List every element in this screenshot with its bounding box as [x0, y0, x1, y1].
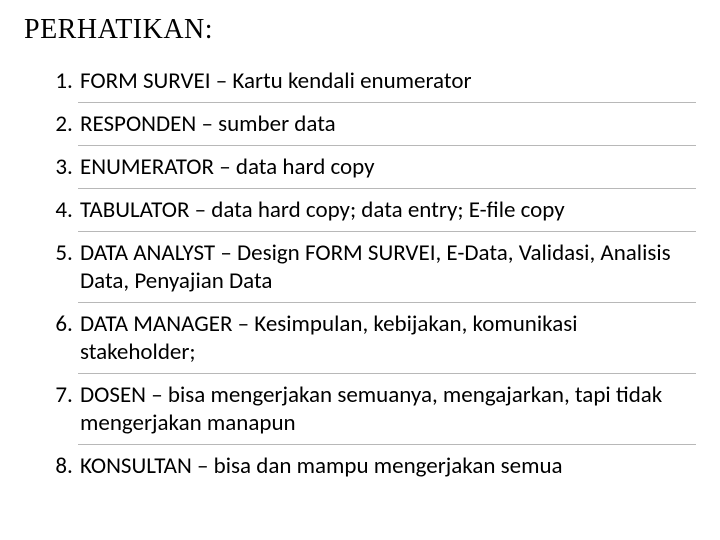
list-item: ENUMERATOR – data hard copy [78, 146, 696, 189]
slide-title: PERHATIKAN: [24, 14, 696, 46]
list-item: DOSEN – bisa mengerjakan semuanya, menga… [78, 374, 696, 445]
numbered-list: FORM SURVEI – Kartu kendali enumerator R… [24, 60, 696, 488]
list-item: KONSULTAN – bisa dan mampu mengerjakan s… [78, 445, 696, 487]
slide-container: PERHATIKAN: FORM SURVEI – Kartu kendali … [0, 0, 720, 540]
list-item: DATA MANAGER – Kesimpulan, kebijakan, ko… [78, 303, 696, 374]
list-item: TABULATOR – data hard copy; data entry; … [78, 189, 696, 232]
list-item: FORM SURVEI – Kartu kendali enumerator [78, 60, 696, 103]
list-item: RESPONDEN – sumber data [78, 103, 696, 146]
list-item: DATA ANALYST – Design FORM SURVEI, E-Dat… [78, 232, 696, 303]
